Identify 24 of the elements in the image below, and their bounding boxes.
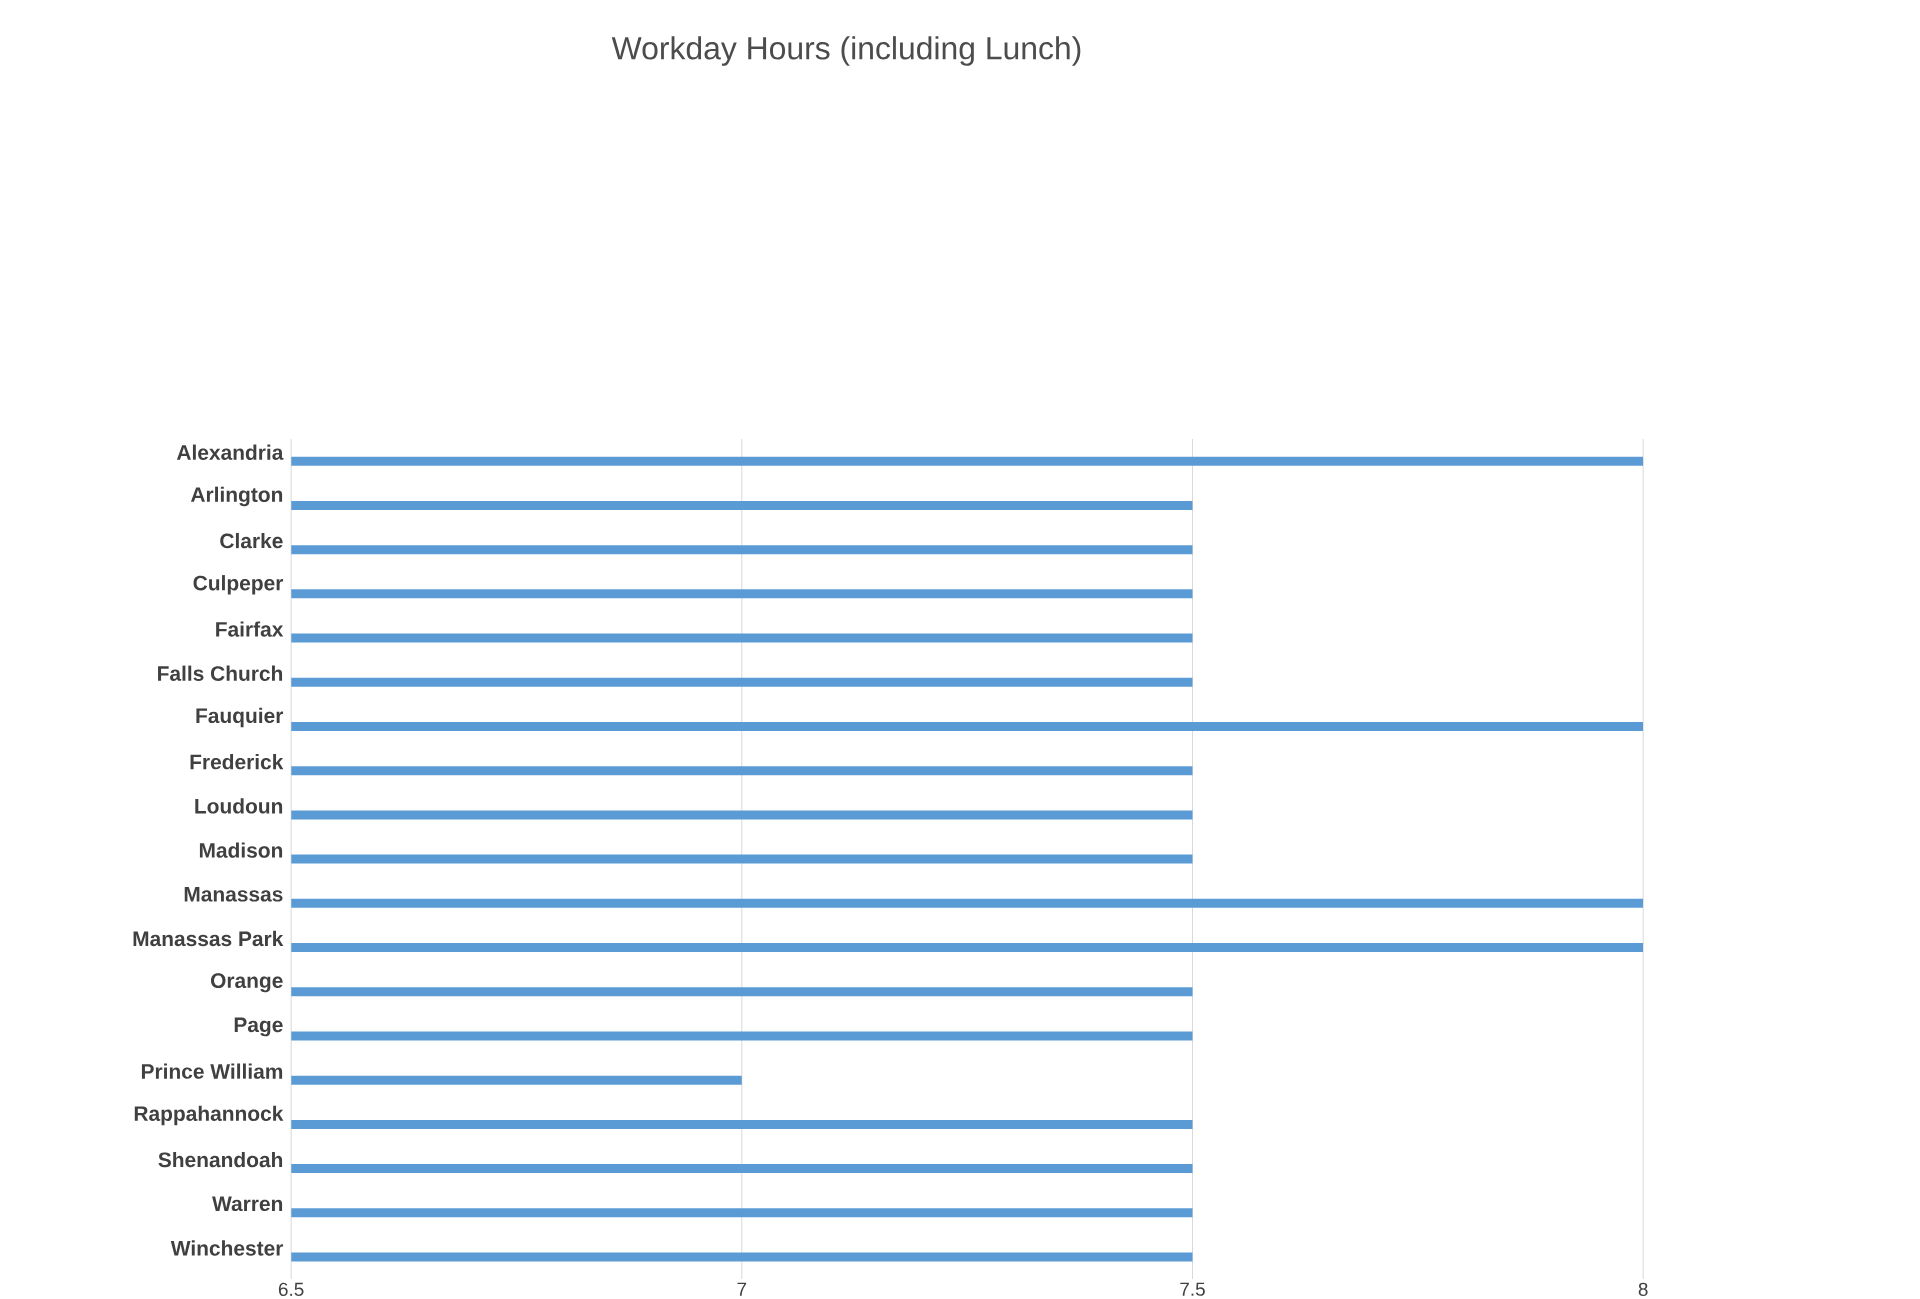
y-tick-label: Rappahannock xyxy=(134,1105,284,1125)
y-tick-label: Shenandoah xyxy=(158,1151,283,1168)
y-tick-label: Madison xyxy=(199,842,283,858)
y-tick-label: Winchester xyxy=(170,1240,284,1256)
x-tick-label: 6.5 xyxy=(278,1282,304,1296)
chart-title: Workday Hours (including Lunch) xyxy=(611,35,1081,66)
y-tick-label: Frederick xyxy=(190,753,284,770)
y-tick-label: Prince William xyxy=(141,1063,283,1079)
y-tick-label: Page xyxy=(234,1017,283,1037)
y-tick-label: Falls Church xyxy=(158,665,283,681)
y-tick-label: Orange xyxy=(210,973,283,993)
y-tick-label: Clarke xyxy=(220,532,283,549)
y-tick-label: Fairfax xyxy=(216,621,284,637)
y-tick-label: Warren xyxy=(212,1196,283,1211)
x-tick-label: 7 xyxy=(737,1282,747,1296)
y-tick-label: Manassas xyxy=(184,886,283,902)
y-tick-label: Manassas Park xyxy=(133,930,284,947)
y-tick-label: Culpeper xyxy=(193,574,284,595)
y-tick-label: Loudoun xyxy=(195,798,283,814)
y-tick-label: Arlington xyxy=(190,486,283,507)
x-tick-label: 7.5 xyxy=(1180,1282,1205,1296)
y-tick-label: Alexandria xyxy=(176,444,284,460)
y-tick-label: Fauquier xyxy=(196,707,284,728)
x-tick-label: 8 xyxy=(1638,1282,1648,1296)
